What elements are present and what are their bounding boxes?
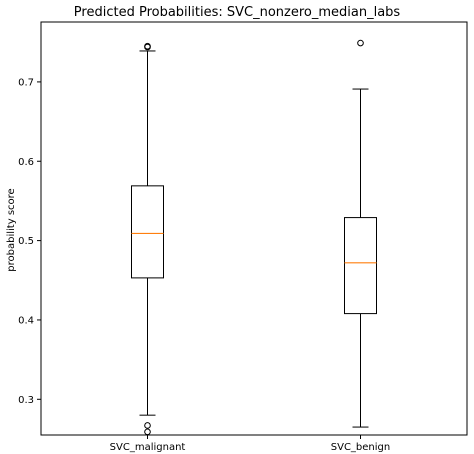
- y-axis: 0.3 0.4 0.5 0.6 0.7: [18, 77, 41, 406]
- box-SVC_malignant: [131, 42, 164, 436]
- y-axis-label: probability score: [6, 188, 17, 271]
- outlier-point: [144, 42, 151, 50]
- y-tick-label: 0.3: [18, 395, 34, 406]
- chart-title: Predicted Probabilities: SVC_nonzero_med…: [74, 5, 401, 20]
- y-tick-label: 0.5: [18, 236, 34, 247]
- y-tick-label: 0.7: [18, 77, 34, 88]
- y-tick-label: 0.4: [18, 315, 34, 326]
- y-tick-label: 0.6: [18, 157, 34, 168]
- outlier-point: [144, 428, 151, 436]
- iqr-box: [344, 217, 377, 315]
- x-axis: SVC_malignant SVC_benign: [110, 435, 390, 453]
- boxes-layer: [131, 39, 377, 436]
- outlier-point: [357, 39, 364, 47]
- box-SVC_benign: [344, 39, 377, 428]
- x-tick-label: SVC_malignant: [110, 442, 186, 453]
- plot-area-frame: [40, 21, 468, 436]
- iqr-box: [131, 185, 164, 279]
- outlier-point: [144, 422, 151, 429]
- x-tick-label: SVC_benign: [331, 442, 390, 453]
